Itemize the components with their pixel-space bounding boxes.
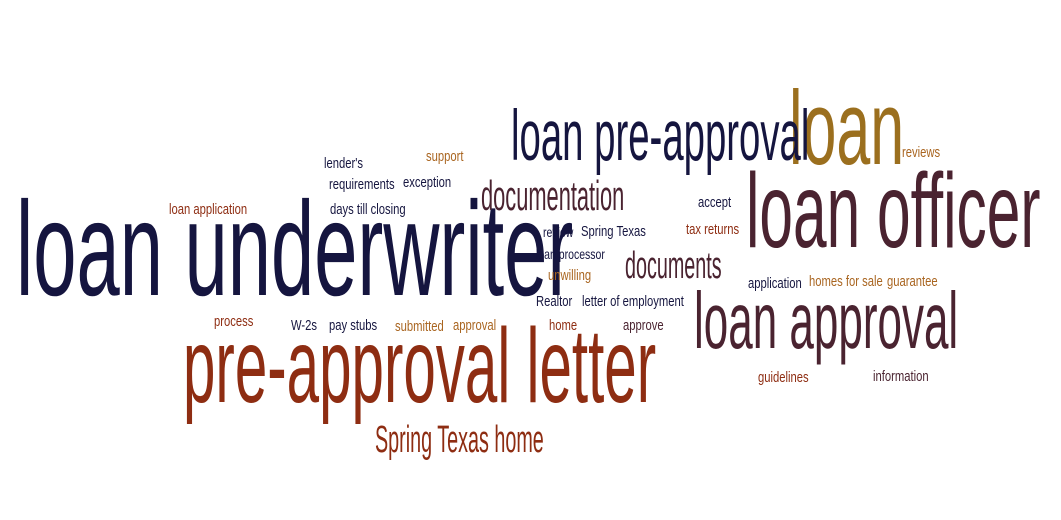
word-homes-for-sale: homes for sale [809, 273, 883, 290]
word-review: review [543, 224, 574, 240]
word-requirements: requirements [329, 176, 395, 193]
word-tax-returns: tax returns [686, 221, 740, 238]
word-spring-texas-home: Spring Texas home [375, 419, 544, 461]
word-approval: approval [453, 317, 497, 334]
word-lenders: lender's [324, 155, 364, 172]
word-approve: approve [623, 317, 664, 334]
word-spring-texas: Spring Texas [581, 223, 646, 240]
word-documentation: documentation [481, 172, 625, 219]
word-pre-approval-letter: pre-approval letter [183, 307, 657, 425]
word-loan-pre-approval: loan pre-approval [511, 97, 810, 176]
word-unwilling: unwilling [548, 267, 592, 284]
word-guidelines: guidelines [758, 369, 809, 386]
word-loan-application: loan application [169, 201, 248, 218]
word-loan: loan [789, 70, 905, 187]
word-exception: exception [403, 174, 452, 191]
word-support: support [426, 148, 464, 165]
word-days-till-closing: days till closing [330, 201, 406, 218]
word-loan-officer: loan officer [746, 152, 1041, 270]
word-w2s: W-2s [291, 317, 318, 334]
word-realtor: Realtor [536, 293, 573, 310]
word-reviews: reviews [902, 144, 941, 161]
word-information: information [873, 368, 929, 385]
word-pay-stubs: pay stubs [329, 317, 378, 334]
word-documents: documents [625, 245, 722, 287]
word-guarantee: guarantee [887, 273, 938, 290]
word-process: process [214, 313, 254, 330]
word-loan-processor: loan processor [536, 246, 605, 262]
word-submitted: submitted [395, 318, 444, 335]
word-loan-approval: loan approval [694, 276, 959, 365]
word-letter-of-employment: letter of employment [582, 293, 684, 310]
word-home: home [549, 317, 578, 334]
word-loan-underwriter: loan underwriter [16, 175, 574, 324]
word-application: application [748, 275, 802, 292]
word-accept: accept [698, 194, 732, 211]
